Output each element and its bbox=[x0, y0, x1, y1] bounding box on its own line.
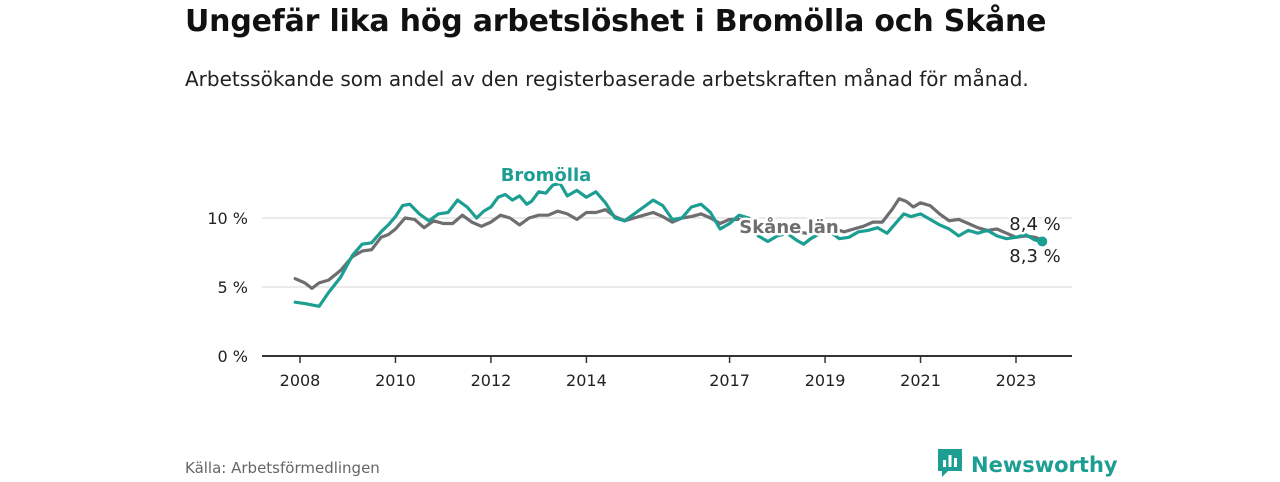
source-note: Källa: Arbetsförmedlingen bbox=[185, 459, 380, 477]
line-chart: 0 %5 %10 % 2008 2010 2012 2014 2017 2019 2021 2… bbox=[207, 163, 1072, 390]
newsworthy-logo[interactable]: Newsworthy bbox=[937, 448, 1118, 482]
x-tick-label: 2010 bbox=[375, 371, 416, 390]
x-tick-label: 2021 bbox=[900, 371, 941, 390]
end-value-label-skane: 8,4 % bbox=[1009, 214, 1060, 235]
x-axis: 2008 2010 2012 2014 2017 2019 2021 2023 bbox=[262, 355, 1072, 390]
newsworthy-logo-icon bbox=[937, 448, 963, 482]
x-tick-label: 2017 bbox=[709, 371, 750, 390]
x-tick-label: 2012 bbox=[471, 371, 512, 390]
series-label-skane: Skåne län bbox=[739, 216, 839, 238]
end-value-label-bromolla: 8,3 % bbox=[1009, 246, 1060, 267]
series-end-marker bbox=[1037, 236, 1048, 247]
x-tick-label: 2019 bbox=[805, 371, 846, 390]
y-tick-label: 5 % bbox=[218, 278, 248, 297]
y-tick-label: 0 % bbox=[218, 347, 248, 366]
series-labels: Bromölla Skåne län 8,4 % 8,3 % bbox=[498, 163, 1063, 270]
series-line-skane bbox=[293, 197, 1044, 290]
x-tick-label: 2008 bbox=[280, 371, 321, 390]
chart-title: Ungefär lika hög arbetslöshet i Bromölla… bbox=[185, 4, 1047, 39]
series-label-bromolla: Bromölla bbox=[501, 165, 592, 186]
brand-name: Newsworthy bbox=[971, 453, 1118, 477]
chart-subtitle: Arbetssökande som andel av den registerb… bbox=[185, 67, 1029, 91]
y-axis-tick-labels: 0 % 5 % 10 % bbox=[207, 209, 248, 366]
x-tick-label: 2014 bbox=[566, 371, 607, 390]
y-tick-label: 10 % bbox=[207, 209, 248, 228]
series-line-bromolla bbox=[293, 181, 1044, 308]
series-lines bbox=[293, 181, 1048, 308]
x-tick-label: 2023 bbox=[996, 371, 1037, 390]
